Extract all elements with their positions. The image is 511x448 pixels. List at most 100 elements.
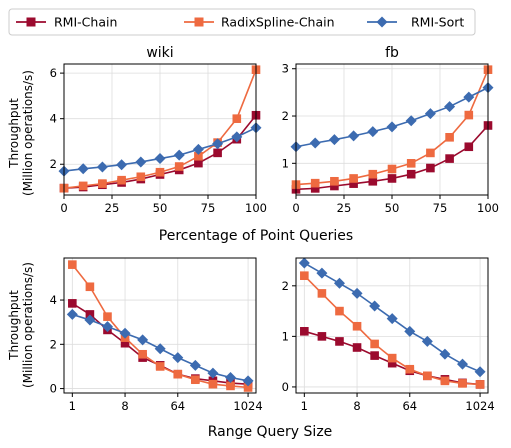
- data-point: [388, 354, 397, 363]
- data-point: [135, 156, 146, 167]
- x-tick-label: 1: [301, 399, 308, 413]
- data-point: [369, 170, 378, 179]
- data-point: [387, 121, 398, 132]
- data-point: [173, 370, 182, 379]
- y-tick-label: 2: [282, 279, 289, 293]
- data-point: [444, 101, 455, 112]
- data-point: [334, 278, 345, 289]
- data-point: [349, 174, 358, 183]
- data-point: [174, 150, 185, 161]
- data-point: [353, 322, 362, 331]
- x-tick-label: 25: [105, 201, 120, 215]
- series-rmi-sort: [67, 309, 254, 386]
- data-point: [445, 154, 454, 163]
- y-tick-label: 3: [282, 62, 289, 76]
- x-tick-label: 1: [69, 399, 76, 413]
- data-point: [117, 176, 126, 185]
- x-tick-label: 100: [245, 201, 267, 215]
- data-point: [103, 312, 112, 321]
- data-point: [175, 162, 184, 171]
- series-line: [304, 276, 480, 385]
- data-point: [233, 114, 242, 123]
- legend-label: RadixSpline-Chain: [221, 15, 335, 30]
- series-radixspline-chain: [68, 260, 252, 391]
- x-tick-label: 8: [353, 399, 360, 413]
- data-point: [156, 362, 165, 371]
- data-point: [318, 332, 327, 341]
- series-radixspline-chain: [300, 271, 484, 388]
- legend-marker: [27, 18, 36, 27]
- x-tick-label: 1024: [465, 399, 494, 413]
- data-point: [353, 343, 362, 352]
- data-point: [300, 327, 309, 336]
- y-tick-label: 1: [282, 329, 289, 343]
- top-y-axis-label: Throughput (Million operations/s): [7, 70, 35, 196]
- y-axis-label-line1: Throughput: [7, 98, 21, 169]
- y-axis-label-line2: (Million operations/s): [21, 262, 35, 388]
- x-tick-label: 1024: [233, 399, 262, 413]
- legend-label: RMI-Chain: [54, 15, 117, 30]
- x-tick-label: 100: [477, 201, 499, 215]
- data-point: [407, 159, 416, 168]
- data-point: [476, 380, 485, 389]
- data-point: [138, 350, 147, 359]
- data-point: [388, 174, 397, 183]
- data-point: [463, 92, 474, 103]
- x-tick-label: 50: [153, 201, 168, 215]
- legend-label: RMI-Sort: [411, 15, 464, 30]
- x-tick-label: 75: [201, 201, 216, 215]
- y-tick-label: 0: [282, 380, 289, 394]
- data-point: [388, 165, 397, 174]
- x-tick-label: 75: [433, 201, 448, 215]
- data-point: [310, 137, 321, 148]
- x-tick-label: 50: [385, 201, 400, 215]
- data-point: [191, 375, 200, 384]
- y-axis-label-line1: Throughput: [7, 290, 21, 361]
- bottom-x-axis-label: Range Query Size: [208, 424, 333, 440]
- data-point: [445, 133, 454, 142]
- data-point: [155, 343, 166, 354]
- y-tick-label: 2: [50, 337, 57, 351]
- legend-marker: [195, 18, 204, 27]
- axes-frame: [296, 258, 488, 393]
- data-point: [209, 380, 218, 389]
- data-point: [299, 258, 310, 269]
- data-point: [67, 309, 78, 320]
- data-point: [172, 352, 183, 363]
- data-point: [213, 149, 222, 158]
- data-point: [426, 164, 435, 173]
- data-point: [68, 260, 77, 269]
- data-point: [86, 282, 95, 291]
- y-tick-label: 1: [282, 156, 289, 170]
- data-point: [156, 168, 165, 177]
- data-point: [406, 115, 417, 126]
- x-tick-label: 64: [170, 399, 185, 413]
- top-x-axis-label: Percentage of Point Queries: [159, 228, 353, 244]
- data-point: [78, 163, 89, 174]
- data-point: [404, 326, 415, 337]
- data-point: [405, 365, 414, 374]
- legend: RMI-Chain RadixSpline-Chain RMI-Sort: [9, 9, 475, 35]
- y-tick-label: 4: [50, 112, 57, 126]
- grid: [296, 258, 488, 393]
- data-point: [370, 340, 379, 349]
- data-point: [311, 179, 320, 188]
- x-tick-label: 64: [402, 399, 417, 413]
- x-tick-label: 0: [60, 201, 67, 215]
- data-point: [407, 170, 416, 179]
- data-point: [370, 351, 379, 360]
- chart-title: fb: [385, 45, 399, 61]
- y-tick-label: 6: [50, 66, 57, 80]
- data-point: [329, 134, 340, 145]
- panel-fb: 0 25 50 75 100 1 2 3 fb: [282, 45, 499, 215]
- data-point: [300, 271, 309, 280]
- bottom-y-axis-label: Throughput (Million operations/s): [7, 262, 35, 388]
- data-point: [190, 360, 201, 371]
- panel-wiki: 0 25 50 75 100 2 4 6 wiki: [50, 45, 267, 215]
- data-point: [369, 301, 380, 312]
- data-point: [465, 111, 474, 120]
- data-point: [68, 299, 77, 308]
- data-point: [137, 172, 146, 181]
- data-point: [439, 349, 450, 360]
